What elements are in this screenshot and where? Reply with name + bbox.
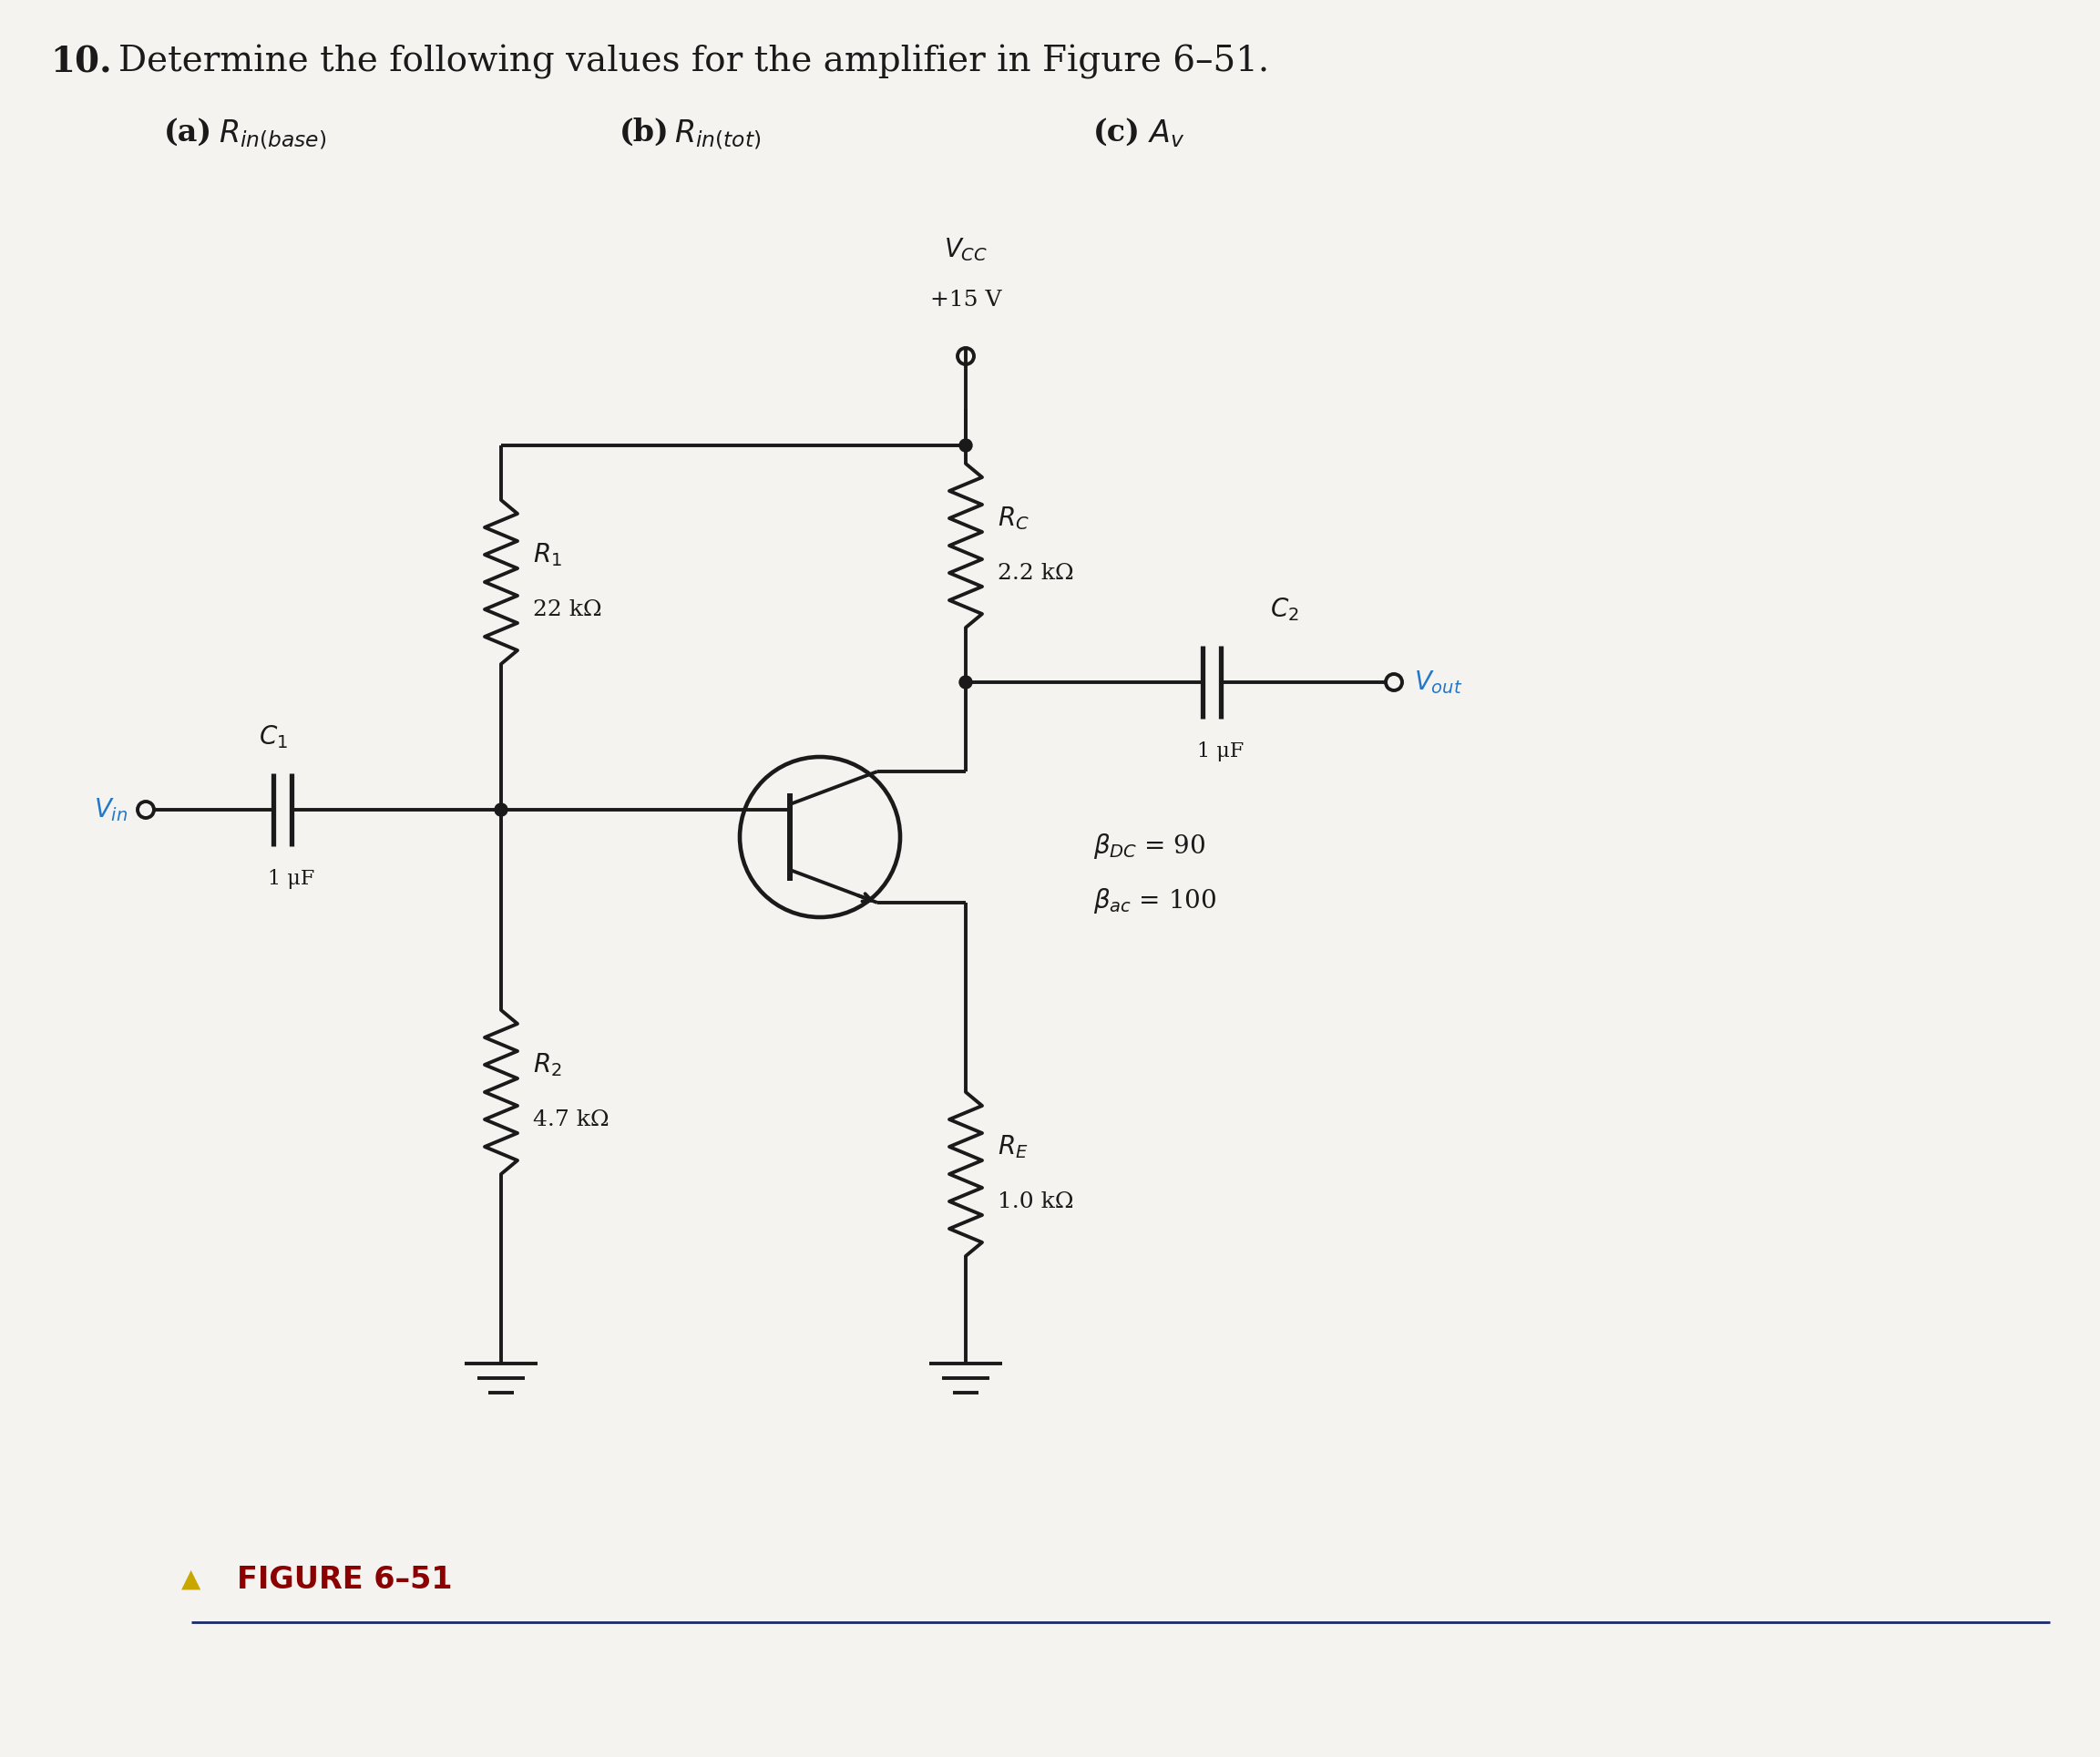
- Circle shape: [496, 803, 508, 815]
- Text: $\beta_{DC}$ = 90: $\beta_{DC}$ = 90: [1094, 831, 1205, 861]
- Text: $R_E$: $R_E$: [998, 1133, 1029, 1160]
- Text: $R_1$: $R_1$: [533, 541, 563, 568]
- Text: $R_{in(base)}$: $R_{in(base)}$: [218, 118, 326, 151]
- Text: $R_2$: $R_2$: [533, 1051, 563, 1079]
- Text: +15 V: +15 V: [930, 290, 1002, 311]
- Text: $\beta_{ac}$ = 100: $\beta_{ac}$ = 100: [1094, 886, 1216, 915]
- Text: 2.2 kΩ: 2.2 kΩ: [998, 562, 1073, 583]
- Text: 1 μF: 1 μF: [269, 870, 315, 889]
- Text: (a): (a): [164, 118, 212, 148]
- Text: 1.0 kΩ: 1.0 kΩ: [998, 1191, 1073, 1212]
- Text: (b): (b): [619, 118, 670, 148]
- Text: $C_2$: $C_2$: [1270, 596, 1300, 624]
- Text: 1 μF: 1 μF: [1197, 741, 1243, 761]
- Text: $C_1$: $C_1$: [258, 724, 288, 750]
- Text: Determine the following values for the amplifier in Figure 6–51.: Determine the following values for the a…: [118, 44, 1268, 79]
- Text: $R_C$: $R_C$: [998, 504, 1029, 532]
- Text: 4.7 kΩ: 4.7 kΩ: [533, 1109, 609, 1130]
- Text: $V_{CC}$: $V_{CC}$: [943, 235, 987, 264]
- Text: $V_{out}$: $V_{out}$: [1413, 669, 1462, 696]
- Circle shape: [960, 676, 972, 689]
- Text: (c): (c): [1094, 118, 1140, 148]
- Text: ▲: ▲: [181, 1567, 202, 1592]
- Text: $A_v$: $A_v$: [1149, 118, 1184, 149]
- Text: 10.: 10.: [50, 44, 111, 79]
- Text: FIGURE 6–51: FIGURE 6–51: [237, 1564, 452, 1594]
- Circle shape: [960, 439, 972, 452]
- Text: 22 kΩ: 22 kΩ: [533, 599, 603, 620]
- Text: $V_{in}$: $V_{in}$: [94, 796, 128, 824]
- Text: $R_{in(tot)}$: $R_{in(tot)}$: [674, 118, 760, 151]
